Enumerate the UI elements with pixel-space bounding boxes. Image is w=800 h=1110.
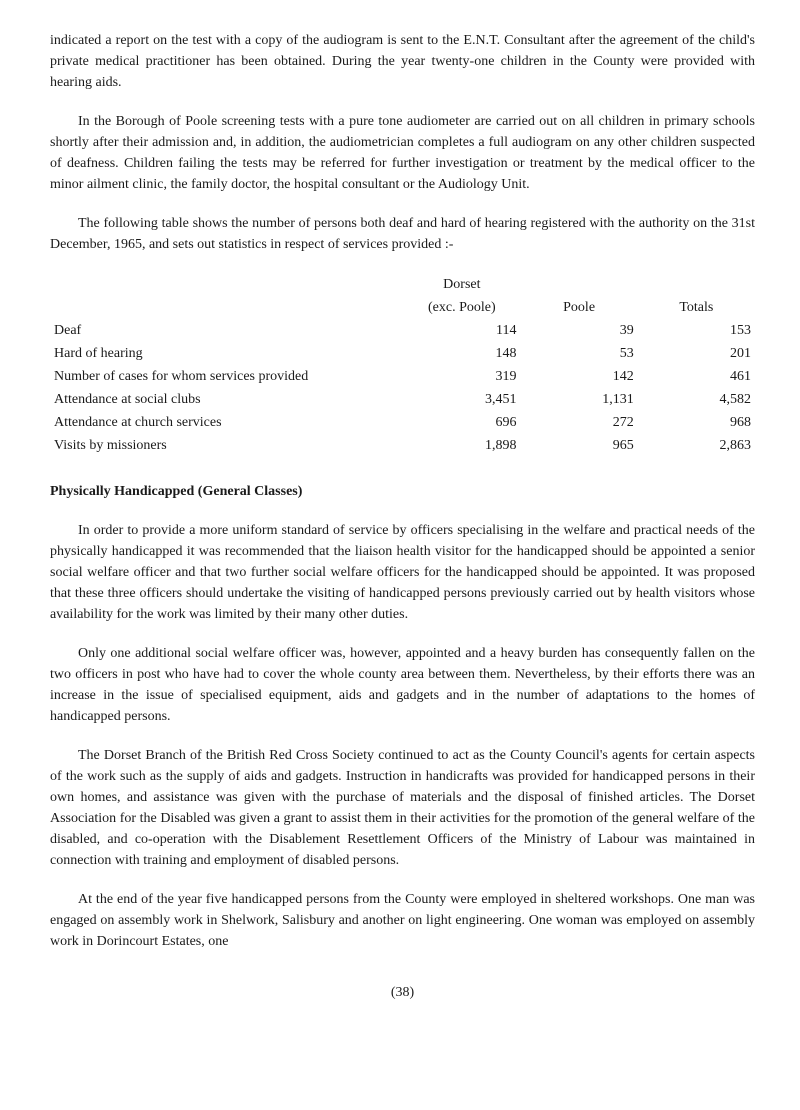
document-page: indicated a report on the test with a co… [0, 0, 800, 1033]
row-value: 153 [638, 319, 755, 342]
paragraph-6: The Dorset Branch of the British Red Cro… [50, 745, 755, 871]
paragraph-4: In order to provide a more uniform stand… [50, 520, 755, 625]
row-value: 1,131 [520, 388, 637, 411]
section-heading: Physically Handicapped (General Classes) [50, 481, 755, 502]
header-dorset-bottom: (exc. Poole) [403, 296, 520, 319]
table-row: Visits by missioners 1,898 965 2,863 [50, 434, 755, 457]
row-value: 4,582 [638, 388, 755, 411]
statistics-table: Dorset (exc. Poole) Poole Totals Deaf 11… [50, 273, 755, 457]
row-label: Attendance at social clubs [50, 388, 403, 411]
row-value: 319 [403, 365, 520, 388]
paragraph-3: The following table shows the number of … [50, 213, 755, 255]
row-value: 142 [520, 365, 637, 388]
row-value: 148 [403, 342, 520, 365]
row-value: 1,898 [403, 434, 520, 457]
row-value: 53 [520, 342, 637, 365]
row-value: 968 [638, 411, 755, 434]
table-row: Hard of hearing 148 53 201 [50, 342, 755, 365]
table-row: Attendance at social clubs 3,451 1,131 4… [50, 388, 755, 411]
table-row: Deaf 114 39 153 [50, 319, 755, 342]
row-value: 114 [403, 319, 520, 342]
page-number: (38) [50, 982, 755, 1003]
table-row: Attendance at church services 696 272 96… [50, 411, 755, 434]
row-value: 696 [403, 411, 520, 434]
row-value: 3,451 [403, 388, 520, 411]
row-value: 39 [520, 319, 637, 342]
row-value: 2,863 [638, 434, 755, 457]
row-value: 965 [520, 434, 637, 457]
row-label: Attendance at church services [50, 411, 403, 434]
header-totals: Totals [638, 296, 755, 319]
row-value: 461 [638, 365, 755, 388]
table-header-row-1: Dorset [50, 273, 755, 296]
row-label: Deaf [50, 319, 403, 342]
row-label: Number of cases for whom services provid… [50, 365, 403, 388]
header-dorset-top: Dorset [403, 273, 520, 296]
header-poole: Poole [520, 296, 637, 319]
row-label: Visits by missioners [50, 434, 403, 457]
paragraph-1: indicated a report on the test with a co… [50, 30, 755, 93]
row-value: 201 [638, 342, 755, 365]
row-value: 272 [520, 411, 637, 434]
table-row: Number of cases for whom services provid… [50, 365, 755, 388]
row-label: Hard of hearing [50, 342, 403, 365]
paragraph-2: In the Borough of Poole screening tests … [50, 111, 755, 195]
table-header-row-2: (exc. Poole) Poole Totals [50, 296, 755, 319]
paragraph-5: Only one additional social welfare offic… [50, 643, 755, 727]
paragraph-7: At the end of the year five handicapped … [50, 889, 755, 952]
